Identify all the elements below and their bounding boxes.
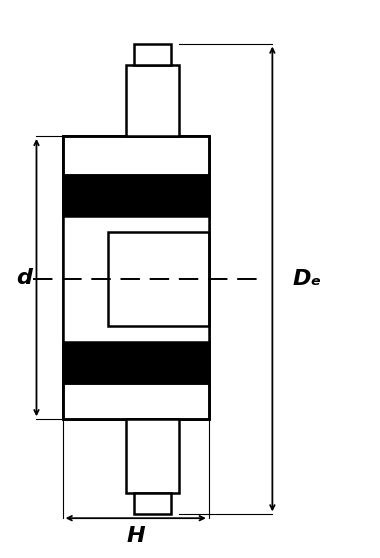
Bar xyxy=(126,419,179,493)
Text: Dₑ: Dₑ xyxy=(292,269,321,289)
Bar xyxy=(63,383,209,419)
Bar xyxy=(134,493,171,514)
Bar xyxy=(63,136,209,175)
Bar xyxy=(126,419,179,493)
Bar xyxy=(63,216,209,342)
Text: H: H xyxy=(127,526,145,546)
Bar xyxy=(63,136,209,419)
Bar xyxy=(63,175,209,216)
Bar xyxy=(63,342,209,383)
Bar xyxy=(126,65,179,136)
Text: d: d xyxy=(16,268,32,287)
Bar xyxy=(126,65,179,136)
Bar xyxy=(63,136,209,175)
Bar xyxy=(134,44,171,65)
Bar xyxy=(63,383,209,419)
Bar xyxy=(108,232,209,326)
Bar xyxy=(63,136,209,419)
Bar xyxy=(134,493,171,514)
Bar xyxy=(134,44,171,65)
